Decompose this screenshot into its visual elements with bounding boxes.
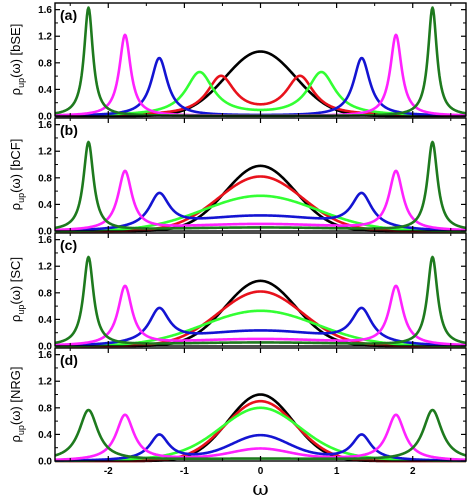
panel-a: 0.0 0.4 0.8 1.2 1.6 (a) ρup(ω) [bSE]	[8, 2, 467, 123]
y-axis-label-rest: (ω) [NRG]	[8, 367, 23, 426]
plot-frame	[54, 232, 467, 347]
y-axis-label-subscript: up	[16, 193, 26, 203]
y-tick-label: 1.6	[38, 5, 52, 16]
y-axis-label: ρup(ω) [SC]	[8, 257, 26, 322]
y-tick-label: 1.6	[38, 350, 52, 361]
y-axis-label: ρup(ω) [bSE]	[8, 24, 26, 96]
panel-b: 0.0 0.4 0.8 1.2 1.6 (b) ρup(ω) [bCF]	[8, 117, 467, 238]
x-tick-label: 1	[334, 466, 340, 477]
plot-frame	[54, 2, 467, 117]
y-tick-label: 0.8	[38, 288, 52, 299]
y-tick-label: 1.6	[38, 120, 52, 131]
y-tick-label: 0.8	[38, 58, 52, 69]
y-tick-label: 0.0	[38, 342, 52, 353]
plot-frame	[54, 347, 467, 462]
y-tick-label: 1.2	[38, 262, 52, 273]
y-axis-label-rest: (ω) [SC]	[8, 257, 23, 305]
y-axis-label-subscript: up	[16, 425, 26, 435]
y-axis-label: ρup(ω) [NRG]	[8, 367, 26, 443]
series-black	[54, 393, 467, 463]
y-tick-label: 0.8	[38, 173, 52, 184]
series-lime	[54, 309, 467, 348]
series-lime	[54, 406, 467, 463]
y-axis-label-subscript: up	[16, 78, 26, 88]
y-tick-label: 0.4	[38, 200, 52, 211]
y-axis-label-symbol: ρ	[8, 315, 23, 322]
y-axis-label-rest: (ω) [bSE]	[8, 24, 23, 78]
x-tick-label: -1	[180, 466, 189, 477]
series-blue	[54, 306, 467, 347]
y-tick-label: 0.4	[38, 315, 52, 326]
y-tick-label: 0.0	[38, 227, 52, 238]
series-blue	[54, 433, 467, 462]
panel-label: (b)	[60, 122, 78, 138]
y-tick-label: 1.2	[38, 32, 52, 43]
y-tick-label: 1.6	[38, 235, 52, 246]
y-axis-label: ρup(ω) [bCF]	[8, 139, 26, 211]
panel-d: 0.0 0.4 0.8 1.2 1.6 (d) ρup(ω) [NRG]	[8, 347, 467, 468]
y-axis-label-symbol: ρ	[8, 203, 23, 210]
y-axis-label-symbol: ρ	[8, 88, 23, 95]
y-axis-label-symbol: ρ	[8, 435, 23, 442]
series-darkgreen	[54, 6, 467, 118]
series-lime	[54, 194, 467, 233]
y-tick-label: 1.2	[38, 377, 52, 388]
series-magenta	[54, 169, 467, 232]
y-tick-label: 1.2	[38, 147, 52, 158]
series-magenta	[54, 413, 467, 462]
x-tick-label: 2	[410, 466, 416, 477]
panel-label: (c)	[60, 237, 77, 253]
x-tick-label: -2	[104, 466, 113, 477]
y-tick-label: 0.0	[38, 457, 52, 468]
series-blue	[54, 191, 467, 232]
y-axis-label-rest: (ω) [bCF]	[8, 139, 23, 193]
y-axis-label-subscript: up	[16, 305, 26, 315]
panel-label: (a)	[60, 7, 77, 23]
plot-frame	[54, 117, 467, 232]
y-tick-label: 0.4	[38, 430, 52, 441]
series-magenta	[54, 284, 467, 347]
panel-label: (d)	[60, 352, 78, 368]
y-tick-label: 0.4	[38, 85, 52, 96]
x-axis-label: ω	[252, 476, 268, 500]
y-tick-label: 0.8	[38, 403, 52, 414]
y-tick-label: 0.0	[38, 112, 52, 123]
panel-c: 0.0 0.4 0.8 1.2 1.6 (c) ρup(ω) [SC]	[8, 232, 467, 353]
x-tick-label: 0	[258, 466, 264, 477]
